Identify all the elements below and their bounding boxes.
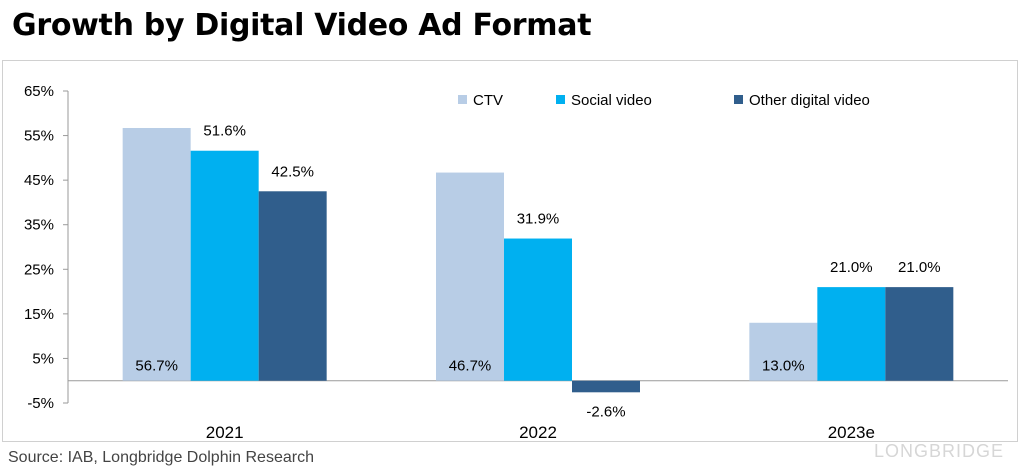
- source-note: Source: IAB, Longbridge Dolphin Research: [8, 449, 314, 466]
- bar: [504, 238, 572, 381]
- x-tick-label: 2021: [206, 423, 244, 442]
- legend: CTV Social video Other digital video: [458, 92, 870, 109]
- legend-label: Social video: [571, 92, 652, 109]
- y-tick-label: 65%: [24, 83, 54, 100]
- x-tick-label: 2023e: [828, 423, 875, 442]
- data-label: 13.0%: [762, 358, 805, 375]
- data-label: 51.6%: [203, 123, 246, 140]
- y-tick-label: 15%: [24, 306, 54, 323]
- data-label: 21.0%: [898, 259, 941, 276]
- legend-swatch: [556, 95, 565, 104]
- chart-frame: [2, 60, 1018, 442]
- y-tick-label: 55%: [24, 128, 54, 145]
- data-label: 21.0%: [830, 259, 873, 276]
- y-tick-label: -5%: [27, 395, 54, 412]
- data-label: 46.7%: [449, 358, 492, 375]
- bar: [885, 287, 954, 381]
- bars: [122, 127, 954, 393]
- bar: [190, 150, 259, 381]
- x-axis-labels: 2021 2022 2023e: [206, 423, 875, 442]
- legend-swatch: [734, 95, 743, 104]
- legend-label: CTV: [473, 92, 503, 109]
- bar: [817, 287, 886, 381]
- data-label: 56.7%: [135, 358, 178, 375]
- bar: [436, 172, 504, 381]
- data-labels: 56.7% 51.6% 42.5% 46.7% 31.9% -2.6% 13.0% 21.0%…: [135, 123, 940, 421]
- y-tick-label: 35%: [24, 217, 54, 234]
- legend-swatch: [458, 95, 467, 104]
- data-label: -2.6%: [586, 403, 625, 420]
- x-tick-label: 2022: [519, 423, 557, 442]
- data-label: 42.5%: [271, 163, 314, 180]
- data-label: 31.9%: [517, 211, 560, 228]
- legend-label: Other digital video: [749, 92, 870, 109]
- y-tick-label: 25%: [24, 261, 54, 278]
- bar: [572, 380, 640, 393]
- chart-title: Growth by Digital Video Ad Format: [12, 8, 592, 43]
- bar: [122, 127, 191, 381]
- y-tick-label: 45%: [24, 172, 54, 189]
- bar: [258, 191, 327, 381]
- bar: [749, 322, 818, 381]
- y-tick-label: 5%: [32, 350, 54, 367]
- watermark-logo: LONGBRIDGE: [873, 441, 1004, 461]
